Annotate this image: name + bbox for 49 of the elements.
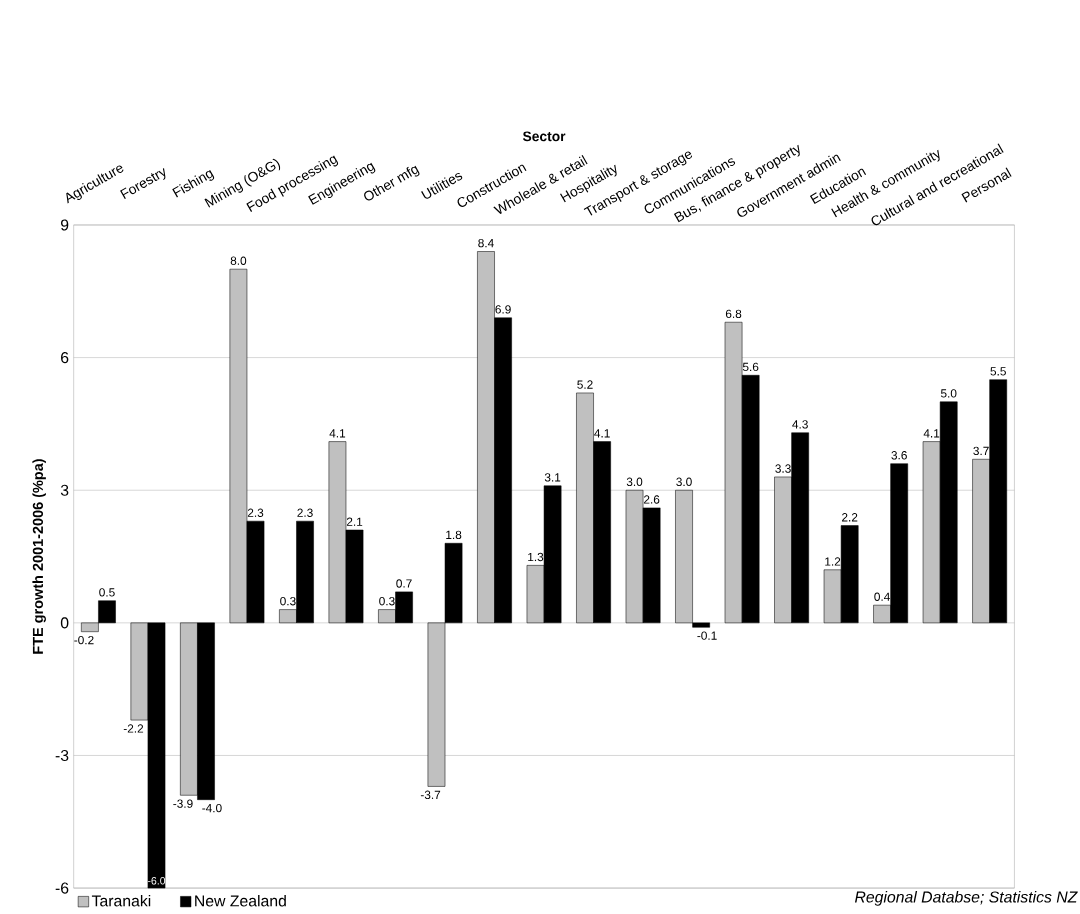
y-tick-label: 3	[60, 484, 69, 496]
data-label: 2.3	[247, 508, 264, 518]
data-label: 5.5	[990, 367, 1006, 376]
data-label: -0.2	[74, 636, 94, 645]
data-label: 2.1	[346, 517, 363, 526]
data-label: -3.9	[173, 799, 193, 809]
data-label: 3.1	[544, 473, 561, 482]
data-label: 6.9	[495, 305, 511, 314]
y-tick-label: -3	[55, 750, 69, 762]
data-label: 3.0	[626, 477, 643, 487]
data-label: 0.3	[379, 597, 395, 606]
data-label: 4.3	[792, 420, 808, 429]
data-label: 3.0	[676, 477, 692, 487]
data-label: 1.3	[528, 552, 544, 562]
y-tick-label: 0	[60, 617, 69, 629]
y-tick-label: 9	[60, 219, 69, 231]
y-tick-label: 6	[61, 352, 69, 364]
data-label: 2.3	[297, 508, 313, 518]
y-tick-label: -6	[55, 882, 69, 894]
data-label: -2.2	[123, 724, 144, 733]
data-label: 8.0	[230, 256, 247, 266]
data-label: 0.5	[99, 588, 115, 597]
data-label: 2.6	[643, 495, 660, 504]
data-label: 1.2	[825, 557, 841, 566]
data-label: 0.4	[874, 592, 890, 602]
data-label: 4.1	[594, 429, 610, 438]
data-label: -4.0	[202, 804, 222, 813]
data-label: 6.8	[725, 309, 742, 319]
text: Regional Databse; Statistics NZ	[854, 891, 1078, 906]
data-label: 2.2	[842, 513, 858, 522]
data-label: 4.1	[923, 429, 940, 438]
data-label: 0.3	[280, 597, 296, 606]
legend-label: New Zealand	[195, 895, 286, 907]
data-label: 3.3	[775, 464, 791, 473]
data-label: -6.0	[147, 877, 166, 885]
data-label: 5.6	[742, 362, 759, 372]
data-label: 3.7	[973, 446, 989, 456]
data-label: 5.0	[940, 389, 957, 398]
data-label: 1.8	[446, 530, 462, 540]
x-axis-title: Sector	[522, 131, 566, 142]
data-label: -0.1	[697, 631, 717, 641]
data-label: -3.7	[420, 790, 441, 800]
data-label: 0.7	[396, 579, 412, 588]
legend-label: Taranaki	[91, 895, 151, 907]
data-label: 8.4	[478, 239, 494, 248]
data-label: 4.1	[329, 429, 346, 438]
data-label: 3.6	[891, 451, 907, 460]
y-axis-title: FTE growth 2001-2006 (%pa)	[32, 459, 46, 654]
data-label: 5.2	[577, 380, 593, 389]
